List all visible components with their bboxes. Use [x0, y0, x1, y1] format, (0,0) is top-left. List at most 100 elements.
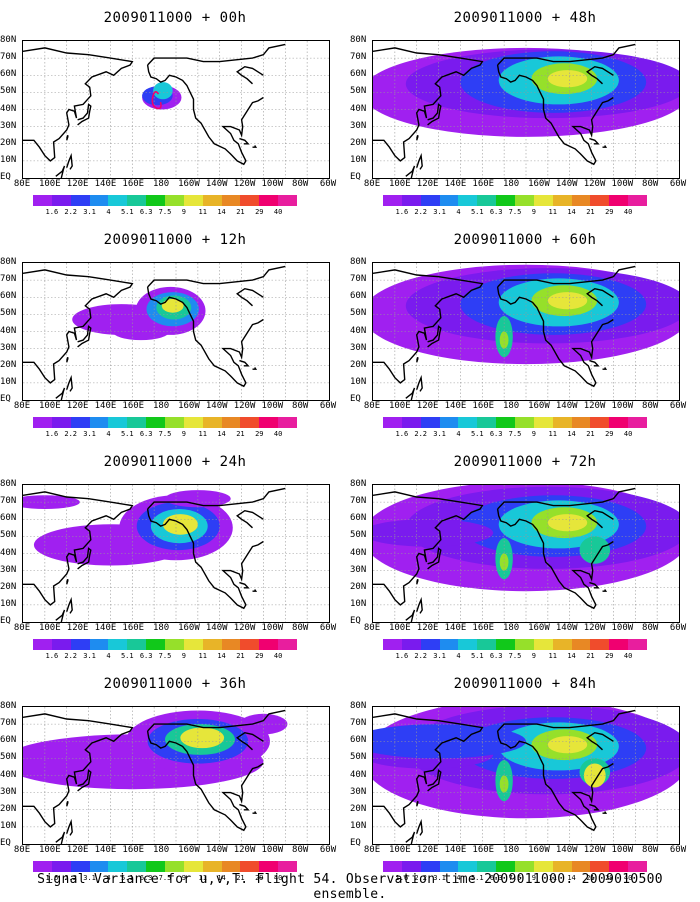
latitude-label: 40N: [350, 769, 367, 780]
map-panel: 2009011000 + 72h 80N 70N 60N 50N 40N 30N 20N 10N…: [350, 444, 700, 664]
colorbar-label: 3.1: [83, 652, 96, 660]
colorbar-label: 1.6: [45, 208, 59, 216]
colorbar-label: 29: [255, 208, 264, 216]
coastline: [373, 491, 484, 606]
colorbar-label: 4: [106, 208, 111, 216]
latitude-label: 70N: [0, 718, 17, 729]
colorbar-swatch: [383, 417, 402, 428]
colorbar-label: 11: [198, 874, 207, 882]
longitude-label: 80E: [363, 401, 381, 411]
colorbar-swatch: [496, 861, 516, 872]
longitude-label: 160E: [122, 623, 145, 633]
coastline: [416, 356, 419, 363]
colorbar-label: 5.1: [470, 208, 484, 216]
colorbar-label: 11: [548, 874, 557, 882]
longitude-label: 160W: [178, 401, 200, 411]
coastline: [373, 269, 484, 384]
map-panel: 2009011000 + 00h 80N 70N 60N 50N 40N 30N 20N 10N…: [0, 0, 350, 220]
panel-title: 2009011000 + 72h: [453, 454, 597, 470]
figure-caption: Signal Variance for u,v,T. Flight 54. Ob…: [37, 872, 663, 902]
longitude-label: 100W: [611, 623, 634, 633]
colorbar-label: 7.5: [158, 652, 172, 660]
latitude-label: 50N: [350, 86, 367, 97]
coastline: [77, 103, 92, 126]
colorbar-label: 7.5: [158, 874, 172, 882]
colorbar-label: 21: [586, 208, 595, 216]
colorbar-label: 2.2: [64, 874, 78, 882]
colorbar-label: 5.1: [120, 430, 134, 438]
latitude-label: 60N: [350, 291, 367, 302]
longitude-label: 120W: [583, 845, 606, 855]
longitude-label: 140W: [205, 179, 228, 189]
longitude-label: 80E: [13, 401, 31, 411]
colorbar-swatch: [477, 639, 497, 650]
colorbar-swatch: [202, 861, 222, 872]
panel-title: 2009011000 + 84h: [453, 676, 597, 692]
colorbar-swatch: [146, 195, 166, 206]
longitude-label: 60W: [319, 179, 337, 189]
colorbar-label: 40: [273, 874, 283, 882]
colorbar-label: 9: [181, 652, 186, 660]
colorbar-swatch: [183, 861, 203, 872]
longitude-label: 140W: [205, 401, 228, 411]
longitude-label: 140E: [444, 623, 467, 633]
colorbar-label: 9: [181, 874, 186, 882]
coastline: [496, 64, 614, 166]
colorbar-label: 21: [586, 430, 595, 438]
latitude-label: 80N: [350, 35, 367, 45]
longitude-label: 160E: [122, 179, 145, 189]
colorbar-swatch: [202, 639, 222, 650]
colorbar-swatch: [202, 417, 222, 428]
latitude-label: 40N: [350, 325, 367, 336]
colorbar-swatch: [70, 639, 90, 650]
colorbar-swatch: [420, 195, 440, 206]
coastline: [416, 374, 423, 392]
colorbar-swatch: [401, 195, 421, 206]
colorbar-swatch: [259, 195, 279, 206]
longitude-label: 160E: [122, 845, 145, 855]
colorbar-label: 11: [198, 208, 207, 216]
colorbar-label: 1.6: [45, 874, 59, 882]
longitude-label: 120E: [66, 845, 89, 855]
map-panel: 2009011000 + 60h 80N 70N 60N 50N 40N 30N 20N 10N…: [350, 222, 700, 442]
colorbar-swatch: [51, 417, 71, 428]
colorbar-swatch: [89, 417, 109, 428]
variance-map: [372, 484, 680, 623]
latitude-label: 70N: [350, 718, 367, 729]
longitude-label: 120E: [416, 401, 439, 411]
latitude-label: 10N: [0, 598, 17, 609]
colorbar-swatch: [590, 195, 610, 206]
longitude-label: 120E: [66, 179, 89, 189]
latitude-label: 60N: [0, 69, 17, 80]
colorbar-label: 14: [217, 430, 226, 438]
colorbar-swatch: [515, 861, 534, 872]
longitude-label: 140W: [555, 401, 578, 411]
latitude-label: 10N: [0, 154, 17, 165]
colorbar-swatch: [515, 195, 534, 206]
colorbar-swatch: [458, 417, 478, 428]
colorbar-swatch: [70, 861, 90, 872]
colorbar-label: 1.6: [395, 430, 409, 438]
coastline: [416, 596, 423, 614]
latitude-label: 60N: [350, 69, 367, 80]
latitude-label: 60N: [0, 291, 17, 302]
coastline: [55, 609, 66, 622]
colorbar-label: 4: [106, 652, 111, 660]
coastline: [55, 165, 66, 178]
latitude-label: 20N: [350, 803, 367, 814]
longitude-label: 80W: [642, 845, 659, 855]
colorbar-swatch: [278, 195, 298, 206]
latitude-label: 40N: [350, 103, 367, 114]
colorbar-label: 1.6: [45, 430, 59, 438]
latitude-label: 80N: [350, 257, 367, 267]
colorbar-swatch: [515, 417, 534, 428]
variance-contour: [547, 292, 588, 310]
longitude-label: 100E: [388, 179, 411, 189]
variance-map: [372, 262, 680, 401]
latitude-label: 40N: [0, 769, 17, 780]
longitude-label: 180: [502, 401, 520, 411]
colorbar-label: 40: [623, 208, 633, 216]
coastline: [236, 509, 264, 529]
longitude-label: 100E: [38, 401, 61, 411]
colorbar-label: 2.2: [414, 874, 428, 882]
